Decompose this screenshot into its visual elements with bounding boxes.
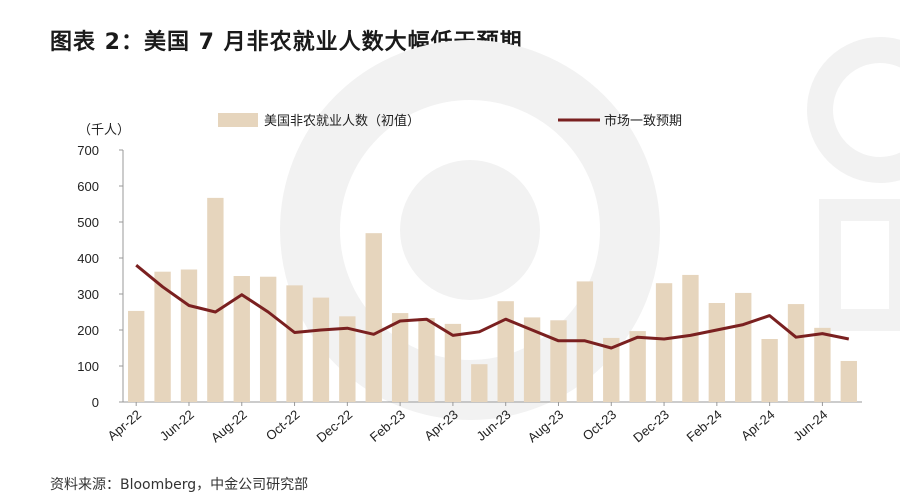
- x-tick-label: Dec-23: [630, 407, 672, 445]
- bar-Oct-23: [603, 337, 620, 402]
- bar-Feb-24: [708, 303, 726, 402]
- x-tick-label: Apr-24: [738, 407, 778, 444]
- bar-Feb-23: [391, 313, 409, 402]
- bar-Aug-22: [233, 276, 250, 402]
- x-tick-label: Dec-22: [314, 407, 356, 445]
- legend-swatch-bar: [218, 113, 258, 127]
- x-tick-label: Apr-22: [105, 407, 145, 444]
- bar-Dec-23: [655, 283, 673, 402]
- y-tick-label: 100: [77, 359, 99, 374]
- y-tick-label: 300: [77, 287, 99, 302]
- bar-Nov-23: [629, 331, 646, 402]
- bar-Jul-22: [207, 197, 224, 402]
- line-consensus-expectation: [135, 264, 850, 350]
- x-tick-label: Aug-22: [208, 407, 250, 445]
- y-unit-label: （千人）: [78, 123, 130, 138]
- x-tick-label: Feb-23: [367, 407, 408, 445]
- y-tick-label: 400: [77, 251, 99, 266]
- bar-Mar-23: [418, 318, 435, 402]
- bar-Jun-22: [180, 269, 198, 402]
- bar-Aug-23: [550, 320, 567, 402]
- x-tick-label: Oct-22: [263, 407, 303, 444]
- x-tick-label: Jun-24: [790, 407, 830, 444]
- y-tick-label: 600: [77, 179, 99, 194]
- bar-Jul-23: [523, 317, 541, 402]
- bar-Mar-24: [735, 292, 752, 402]
- x-tick-label: Jun-22: [157, 407, 197, 444]
- chart-svg: 0 100 200 300 400 500 600 700 Apr-22 Jun-22 Aug-2…: [77, 37, 900, 445]
- x-tick-label: Oct-23: [580, 407, 620, 444]
- y-tick-label: 200: [77, 323, 99, 338]
- x-tick-label: Aug-23: [525, 407, 567, 445]
- x-tick-label: Feb-24: [684, 407, 725, 445]
- bar-Apr-24: [761, 339, 778, 402]
- source-note: 资料来源：Bloomberg，中金公司研究部: [50, 477, 309, 493]
- y-tick-label: 0: [92, 395, 99, 410]
- bar-Apr-23: [444, 323, 462, 402]
- bar-Jul-24: [840, 360, 857, 402]
- bar-May-22: [154, 271, 171, 402]
- legend-label-bar: 美国非农就业人数（初值）: [264, 113, 420, 129]
- y-tick-label: 700: [77, 143, 99, 158]
- y-tick-label: 500: [77, 215, 99, 230]
- bar-Jun-23: [497, 301, 514, 402]
- bar-Dec-22: [339, 316, 356, 402]
- watermark-logo: [280, 37, 900, 420]
- bar-Oct-22: [286, 285, 303, 402]
- bar-Apr-22: [128, 310, 145, 402]
- legend-label-line: 市场一致预期: [604, 113, 682, 129]
- bar-Sep-22: [259, 276, 277, 402]
- bar-Jan-24: [682, 274, 699, 402]
- bar-Jun-24: [814, 327, 831, 402]
- bar-May-23: [471, 364, 488, 402]
- bar-Jan-23: [365, 233, 382, 402]
- bar-Nov-22: [312, 297, 330, 402]
- bar-May-24: [787, 304, 805, 402]
